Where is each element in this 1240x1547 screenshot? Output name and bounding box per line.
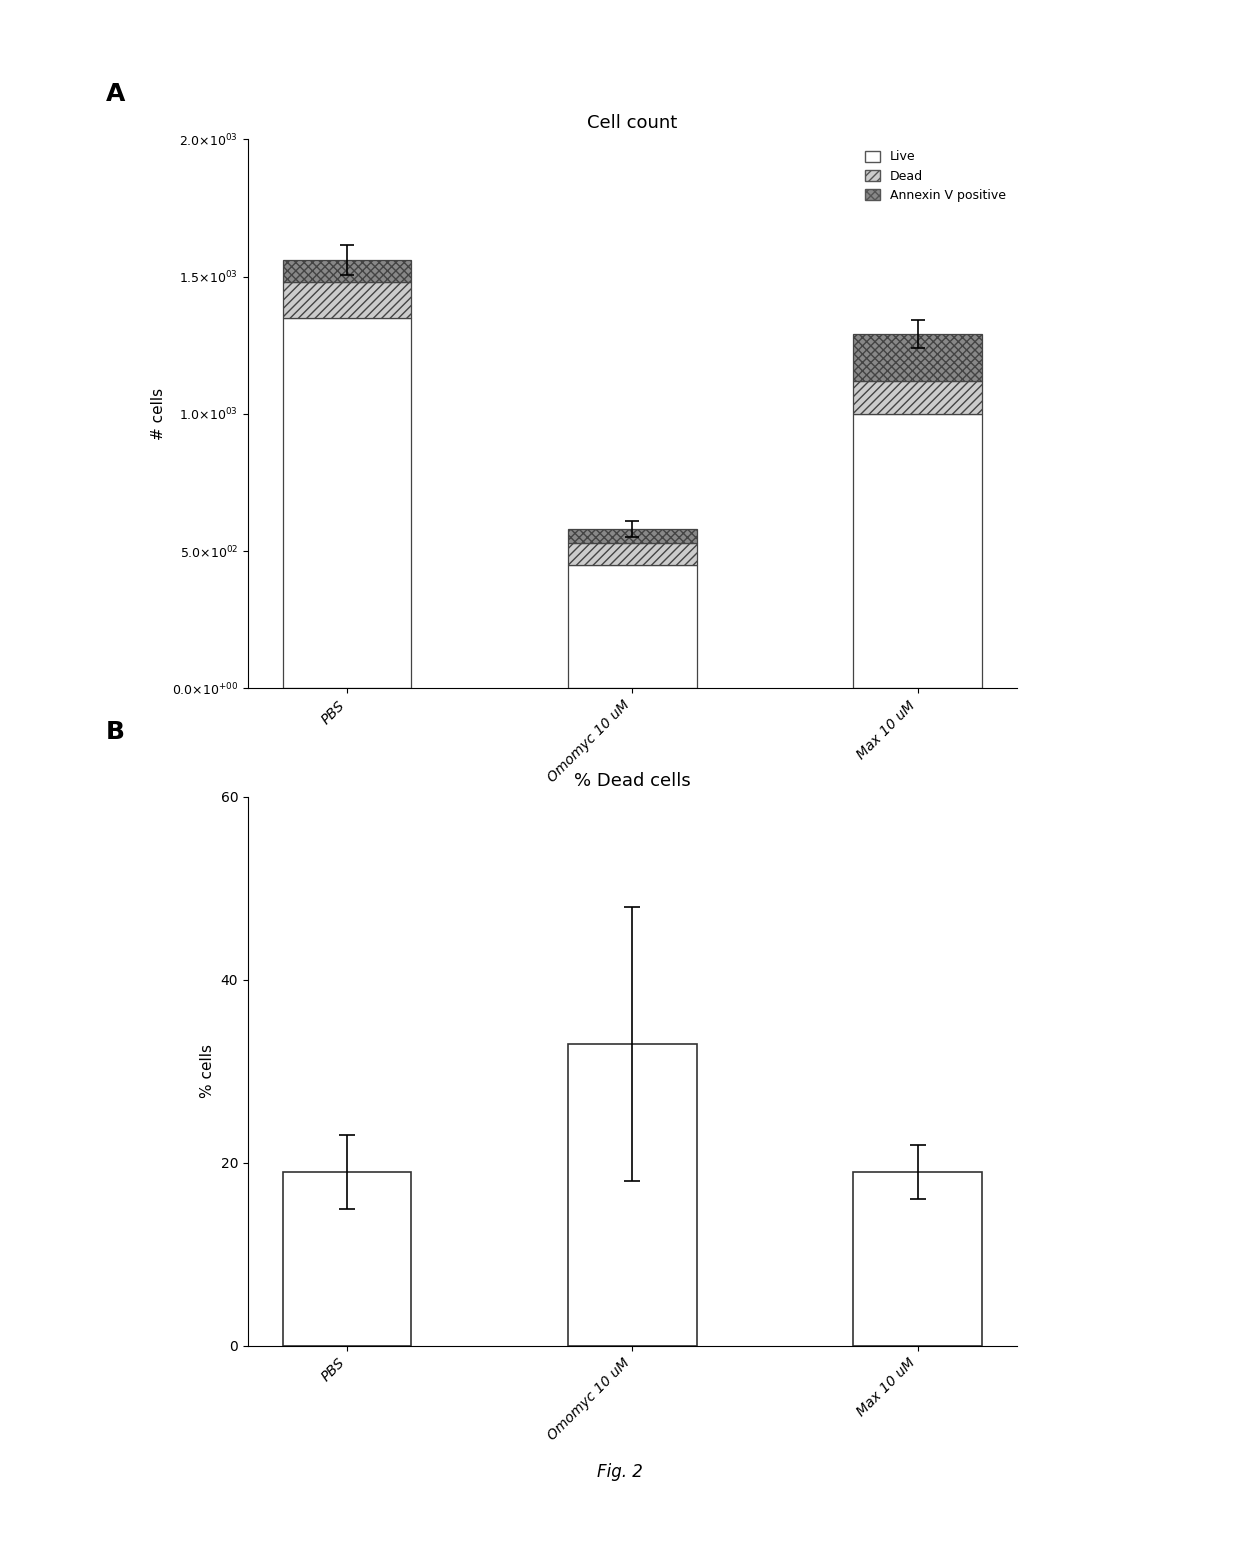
- Title: % Dead cells: % Dead cells: [574, 772, 691, 789]
- Y-axis label: # cells: # cells: [151, 388, 166, 439]
- Bar: [283, 260, 412, 282]
- Bar: [568, 529, 697, 543]
- Bar: [853, 415, 982, 688]
- Title: Cell count: Cell count: [588, 114, 677, 131]
- Y-axis label: % cells: % cells: [200, 1044, 215, 1098]
- Bar: [283, 317, 412, 688]
- Bar: [853, 334, 982, 381]
- Bar: [568, 543, 697, 565]
- Text: Fig. 2: Fig. 2: [598, 1463, 642, 1482]
- Legend: Live, Dead, Annexin V positive: Live, Dead, Annexin V positive: [859, 145, 1011, 207]
- Bar: [568, 1044, 697, 1346]
- Text: B: B: [105, 721, 124, 744]
- Bar: [853, 1173, 982, 1346]
- Bar: [853, 381, 982, 415]
- Bar: [283, 282, 412, 317]
- Bar: [283, 1173, 412, 1346]
- Text: A: A: [105, 82, 125, 105]
- Bar: [568, 565, 697, 688]
